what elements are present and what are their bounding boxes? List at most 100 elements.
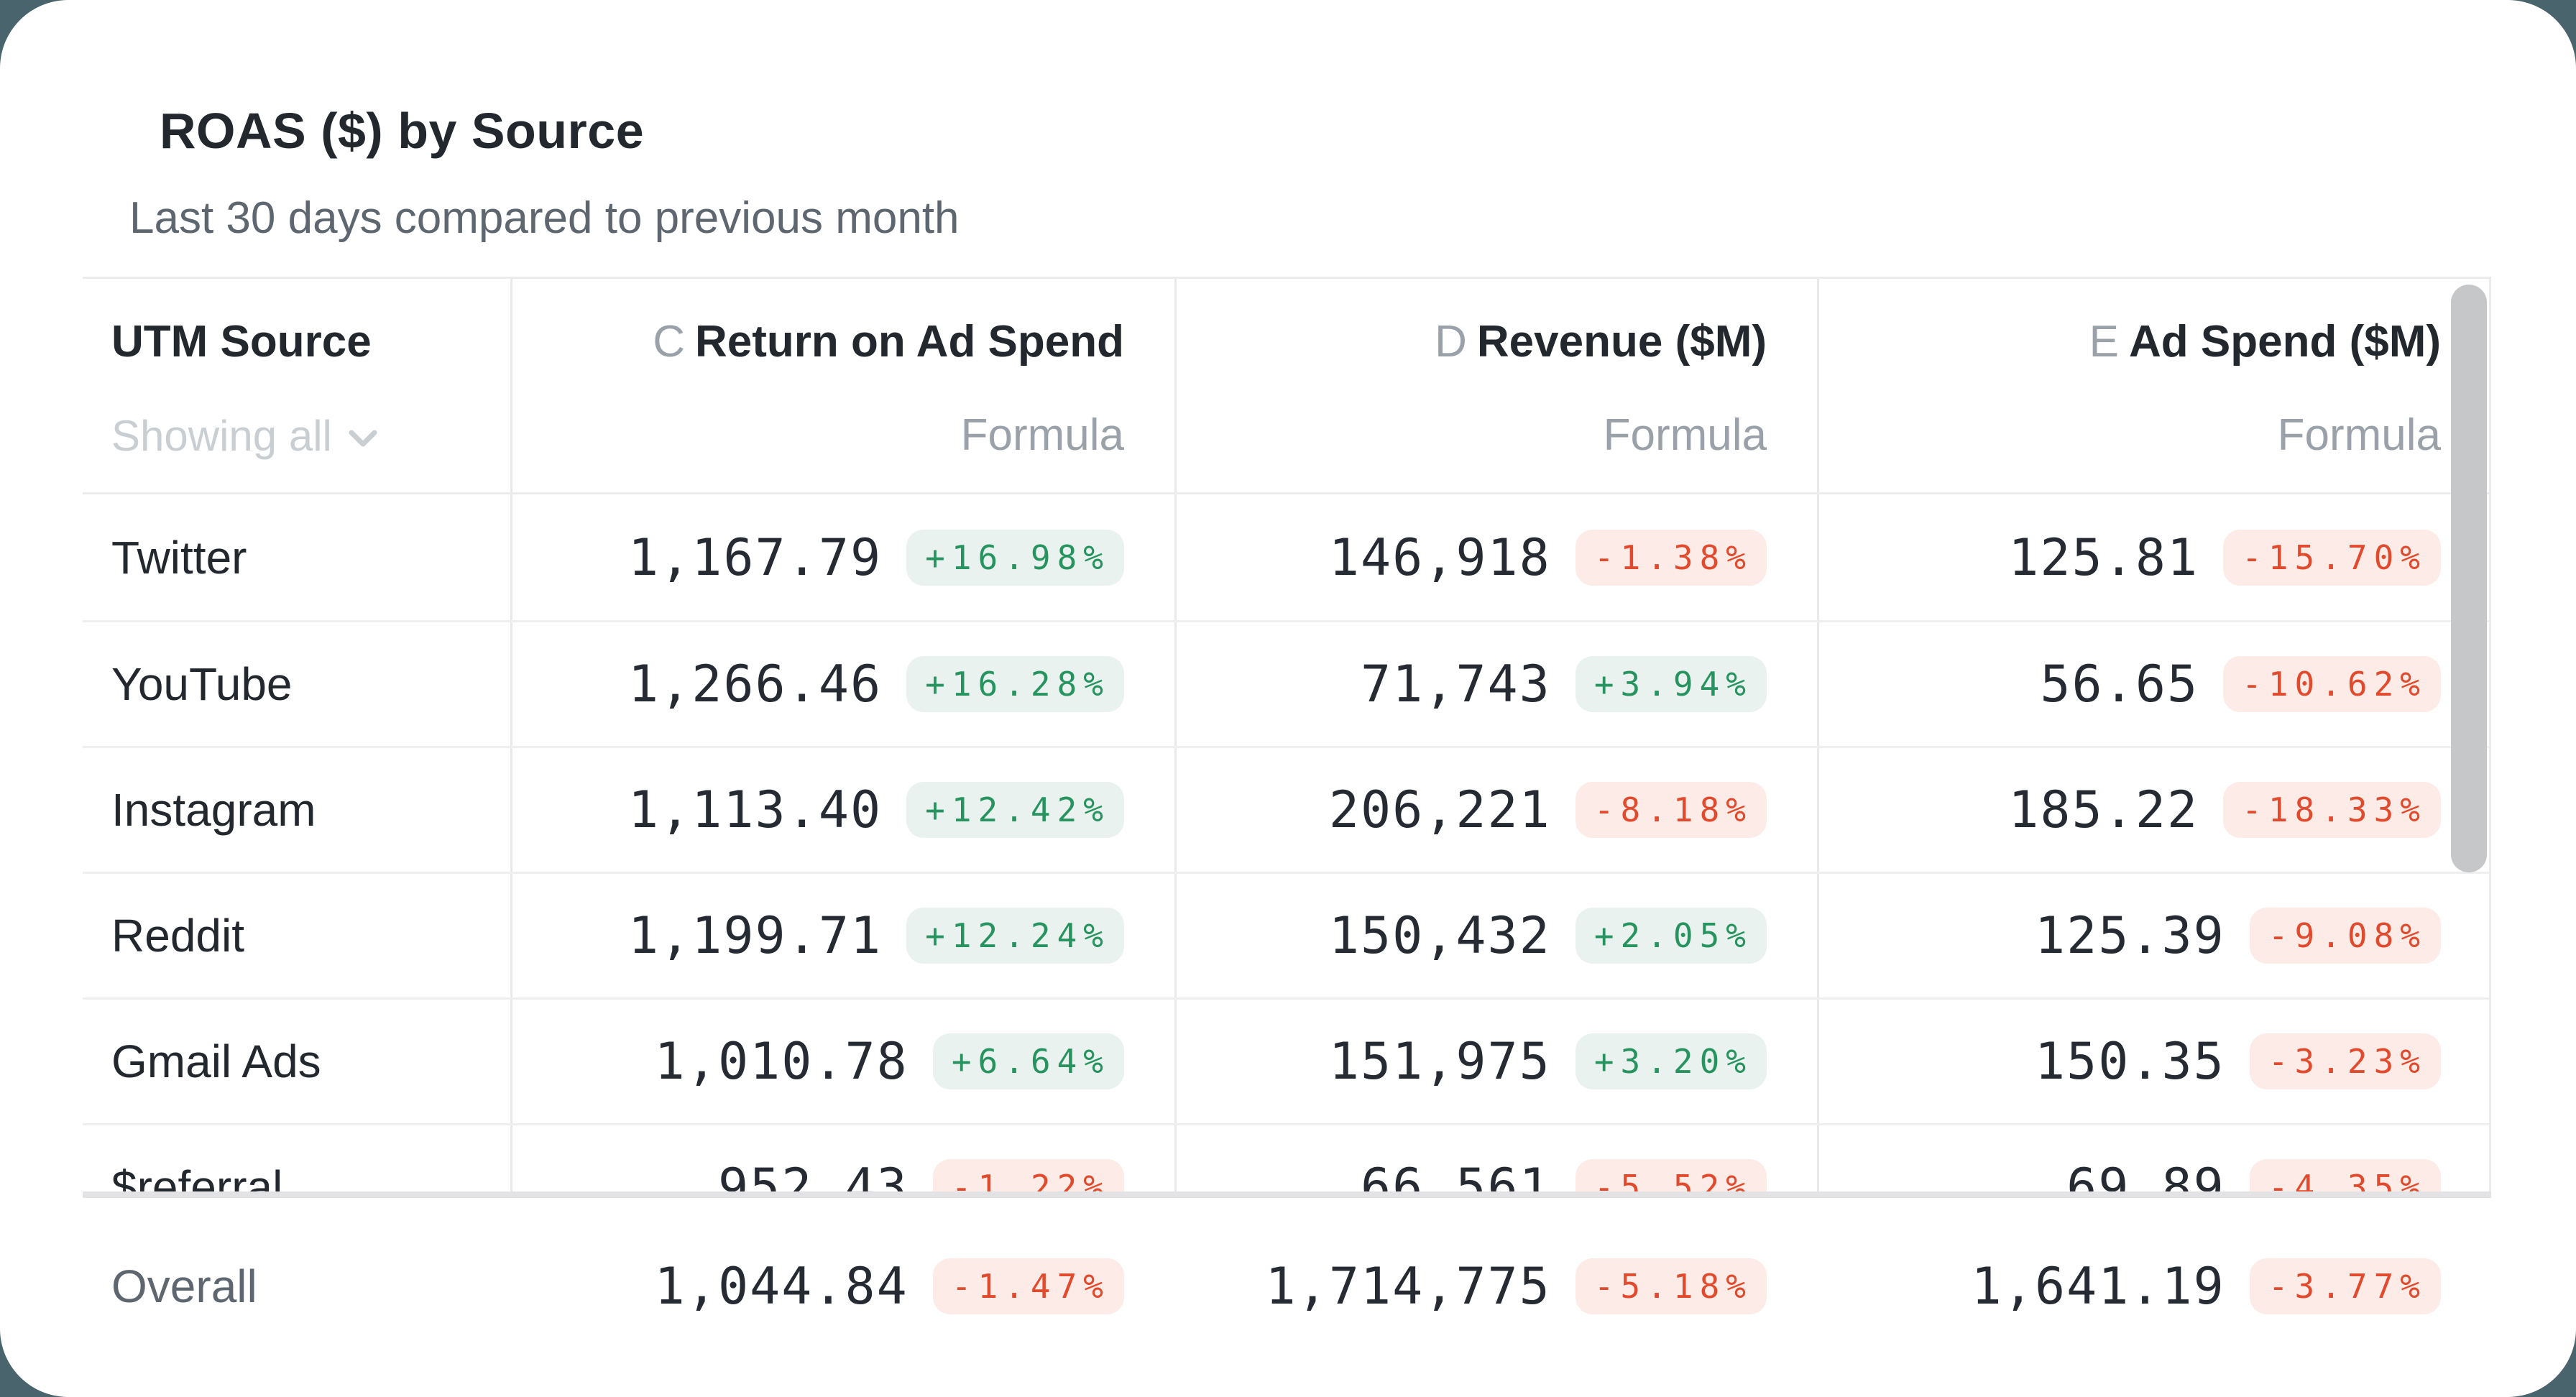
table-body-scroll-area: Twitter 1,167.79 +16.98% 146,918 -1.38% 125.8… [83, 494, 2491, 1191]
metric-value: 150.35 [2034, 1032, 2225, 1091]
delta-badge: -5.52% [1575, 1159, 1767, 1191]
table-row: Reddit 1,199.71 +12.24% 150,432 +2.05% 125.39… [83, 872, 2489, 997]
row-source-label: $referral [111, 1161, 283, 1191]
delta-badge: +6.64% [932, 1033, 1124, 1089]
row-source-label: Gmail Ads [111, 1036, 321, 1087]
table-header-row: UTM Source Showing all C Return on Ad Spe… [83, 279, 2491, 494]
delta-badge: +16.98% [906, 529, 1124, 586]
metric-header-label: D Revenue ($M) [1435, 317, 1767, 366]
metric-cell: 1,167.79 +16.98% [510, 494, 1174, 620]
column-letter: D [1435, 317, 1467, 366]
row-source-label: Instagram [111, 784, 316, 836]
column-header-ad-spend-m-: E Ad Spend ($M) Formula [1817, 279, 2491, 492]
delta-badge: +3.94% [1575, 656, 1767, 712]
metric-value: 206,221 [1328, 780, 1551, 839]
metric-cell: 125.39 -9.08% [1817, 874, 2489, 997]
metric-value: 146,918 [1328, 527, 1551, 587]
formula-label: Formula [2277, 410, 2441, 460]
summary-row-container: Overall 1,044.84 -1.47% 1,714,775 -5.18% 1,64… [83, 1198, 2491, 1374]
metric-header-label: E Ad Spend ($M) [2089, 317, 2441, 366]
metric-cell: 146,918 -1.38% [1174, 494, 1817, 620]
metric-cell: 1,113.40 +12.42% [510, 748, 1174, 872]
summary-row: Overall 1,044.84 -1.47% 1,714,775 -5.18% 1,64… [83, 1198, 2491, 1374]
delta-badge: +12.42% [906, 782, 1124, 838]
row-source-label: Twitter [111, 531, 247, 584]
scrollbar-thumb[interactable] [2451, 285, 2487, 872]
metric-value: 66,561 [1360, 1158, 1551, 1191]
metric-header-label: C Return on Ad Spend [653, 317, 1124, 366]
metric-cell: 125.81 -15.70% [1817, 494, 2489, 620]
delta-badge: -9.08% [2249, 908, 2441, 964]
metric-cell: 1,044.84 -1.47% [510, 1198, 1174, 1374]
source-filter-label: Showing all [111, 412, 332, 460]
metric-cell: 1,010.78 +6.64% [510, 1000, 1174, 1123]
delta-badge: -10.62% [2223, 656, 2441, 712]
delta-badge: -5.18% [1575, 1258, 1767, 1314]
column-header-return-on-ad-spend: C Return on Ad Spend Formula [510, 279, 1174, 492]
metric-cell: 1,199.71 +12.24% [510, 874, 1174, 997]
metric-cell: 151,975 +3.20% [1174, 1000, 1817, 1123]
metric-cell: 150.35 -3.23% [1817, 1000, 2489, 1123]
metric-value: 1,714,775 [1265, 1256, 1551, 1316]
delta-badge: -1.47% [932, 1258, 1124, 1314]
metric-value: 1,044.84 [654, 1256, 908, 1316]
metric-value: 1,641.19 [1971, 1256, 2225, 1316]
delta-badge: +16.28% [906, 656, 1124, 712]
formula-label: Formula [1603, 410, 1767, 460]
delta-badge: +12.24% [906, 908, 1124, 964]
metric-value: 71,743 [1360, 655, 1551, 714]
column-header-utm-source: UTM Source Showing all [83, 279, 510, 492]
metric-value: 151,975 [1328, 1032, 1551, 1091]
card-title: ROAS ($) by Source [160, 103, 645, 159]
metric-cell: 66,561 -5.52% [1174, 1125, 1817, 1191]
source-filter-dropdown[interactable]: Showing all [111, 411, 378, 461]
table-row: $referral 952.43 -1.22% 66,561 -5.52% 69.89 -4… [83, 1123, 2489, 1191]
table-row: YouTube 1,266.46 +16.28% 71,743 +3.94% 56.65-… [83, 620, 2489, 746]
table-row: Gmail Ads 1,010.78 +6.64% 151,975 +3.20% 150.… [83, 997, 2489, 1123]
metric-cell: 1,714,775 -5.18% [1174, 1198, 1817, 1374]
metric-cell: 56.65 -10.62% [1817, 622, 2489, 746]
metric-cell: 206,221 -8.18% [1174, 748, 1817, 872]
utm-source-header-label: UTM Source [111, 317, 372, 366]
metric-value: 150,432 [1328, 906, 1551, 965]
metric-cell: 71,743 +3.94% [1174, 622, 1817, 746]
metric-value: 1,266.46 [627, 655, 883, 714]
metric-value: 185.22 [2008, 780, 2199, 839]
column-letter: C [653, 317, 685, 366]
metric-value: 1,167.79 [627, 527, 883, 587]
delta-badge: -15.70% [2223, 529, 2441, 586]
metric-value: 1,010.78 [654, 1032, 908, 1091]
metric-cell: 1,266.46 +16.28% [510, 622, 1174, 746]
metric-value: 56.65 [2040, 655, 2199, 714]
metric-value: 125.39 [2034, 906, 2225, 965]
column-header-revenue-m-: D Revenue ($M) Formula [1174, 279, 1817, 492]
metric-cell: 150,432 +2.05% [1174, 874, 1817, 997]
table-row: Instagram 1,113.40 +12.42% 206,221 -8.18% 185… [83, 746, 2489, 872]
card-subtitle: Last 30 days compared to previous month [129, 193, 960, 243]
delta-badge: -1.38% [1575, 529, 1767, 586]
row-source-label: YouTube [111, 658, 293, 710]
metric-value: 69.89 [2066, 1158, 2225, 1191]
delta-badge: -3.23% [2249, 1033, 2441, 1089]
metric-cell: 952.43 -1.22% [510, 1125, 1174, 1191]
delta-badge: -4.35% [2249, 1159, 2441, 1191]
metric-value: 125.81 [2008, 527, 2199, 587]
delta-badge: +2.05% [1575, 908, 1767, 964]
metric-cell: 69.89 -4.35% [1817, 1125, 2489, 1191]
delta-badge: -1.22% [932, 1159, 1124, 1191]
chevron-down-icon [349, 430, 377, 446]
metric-value: 952.43 [717, 1158, 908, 1191]
delta-badge: -3.77% [2249, 1258, 2441, 1314]
delta-badge: -8.18% [1575, 782, 1767, 838]
metric-cell: 1,641.19 -3.77% [1817, 1198, 2491, 1374]
delta-badge: -18.33% [2223, 782, 2441, 838]
row-source-label: Overall [111, 1260, 257, 1312]
metric-cell: 185.22 -18.33% [1817, 748, 2489, 872]
metric-value: 1,113.40 [627, 780, 883, 839]
formula-label: Formula [960, 410, 1124, 460]
metric-value: 1,199.71 [627, 906, 883, 965]
summary-divider [83, 1191, 2491, 1198]
row-source-label: Reddit [111, 910, 244, 962]
